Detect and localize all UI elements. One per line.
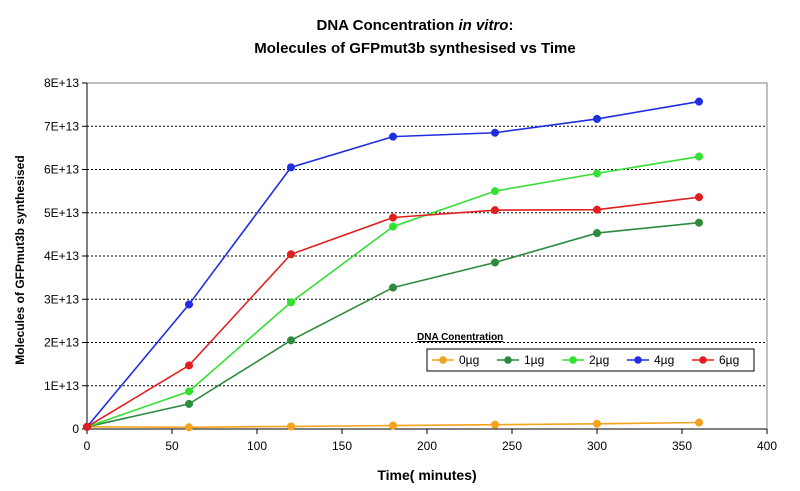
series-line-3 (86, 100, 700, 428)
chart-title-part: in vitro (458, 17, 508, 34)
x-tick-label: 0 (84, 439, 91, 453)
data-point (592, 114, 602, 123)
data-point (388, 283, 398, 292)
data-point (694, 97, 704, 106)
legend-swatch-marker (699, 356, 707, 364)
legend: DNA Conentration 0µg 1µg 2µg 4µg 6µg (417, 332, 755, 372)
data-point (490, 128, 500, 137)
data-point (694, 218, 704, 227)
chart-title-part: : (508, 17, 513, 34)
plot-area: 0 1E+13 2E+13 3E+13 4E+13 5E+13 6E+13 7E+13 8E+1… (13, 76, 777, 483)
x-tick-label: 200 (417, 439, 437, 453)
data-point (184, 387, 194, 396)
legend-swatch-marker (439, 356, 447, 364)
y-tick-label: 1E+13 (44, 379, 79, 393)
chart-title-part: DNA Concentration (317, 17, 459, 34)
x-tick-label: 100 (247, 439, 267, 453)
data-point (286, 336, 296, 345)
legend-label: 0µg (459, 353, 479, 367)
data-point (592, 419, 602, 428)
data-point (694, 152, 704, 161)
legend-title: DNA Conentration (417, 332, 503, 343)
chart-titles: DNA Concentration in vitro: Molecules of… (254, 17, 575, 57)
legend-label: 1µg (524, 353, 544, 367)
data-point (490, 187, 500, 196)
x-axis-label: Time( minutes) (377, 467, 476, 483)
legend-swatch-marker (569, 356, 577, 364)
x-tick-label: 50 (165, 439, 179, 453)
y-tick-label: 5E+13 (44, 206, 79, 220)
y-tick-label: 7E+13 (44, 119, 79, 133)
y-tick-label: 0 (72, 422, 79, 436)
x-tick-label: 250 (502, 439, 522, 453)
data-point (388, 213, 398, 222)
legend-box (426, 348, 755, 372)
y-tick-label: 4E+13 (44, 249, 79, 263)
data-point (286, 298, 296, 307)
legend-label: 6µg (719, 353, 739, 367)
data-point (184, 399, 194, 408)
data-point (490, 258, 500, 267)
y-tick-label: 8E+13 (44, 76, 79, 90)
data-point (388, 421, 398, 430)
y-tick-label: 3E+13 (44, 292, 79, 306)
data-point (592, 169, 602, 178)
y-tick-label: 2E+13 (44, 336, 79, 350)
x-tick-label: 150 (332, 439, 352, 453)
data-point (286, 163, 296, 172)
x-tick-label: 400 (757, 439, 777, 453)
data-point (184, 300, 194, 309)
data-point (694, 418, 704, 427)
data-point (286, 250, 296, 259)
data-point (592, 205, 602, 214)
data-point (694, 193, 704, 202)
chart-title: DNA Concentration in vitro: (317, 17, 514, 34)
series-line-1 (86, 221, 700, 428)
data-point (490, 206, 500, 215)
y-axis-label: Molecules of GFPmut3b synthesised (13, 155, 27, 364)
data-point (184, 423, 194, 432)
data-point (82, 422, 92, 431)
data-point (388, 132, 398, 141)
data-point (286, 422, 296, 431)
legend-label: 4µg (654, 353, 674, 367)
legend-label: 2µg (589, 353, 609, 367)
x-tick-label: 350 (672, 439, 692, 453)
x-tick-label: 300 (587, 439, 607, 453)
data-point (388, 222, 398, 231)
data-point (490, 420, 500, 429)
legend-swatch-marker (634, 356, 642, 364)
data-point (592, 229, 602, 238)
data-point (184, 361, 194, 370)
series-line-2 (86, 155, 700, 428)
y-tick-label: 6E+13 (44, 163, 79, 177)
legend-swatch-marker (504, 356, 512, 364)
chart-subtitle: Molecules of GFPmut3b synthesised vs Tim… (254, 40, 575, 57)
